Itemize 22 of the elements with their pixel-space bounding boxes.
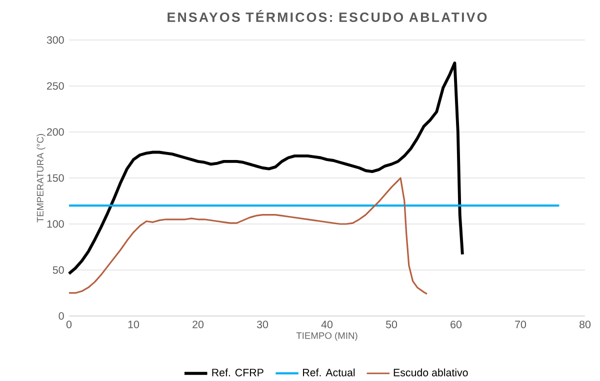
- chart-title: ENSAYOS TÉRMICOS: ESCUDO ABLATIVO: [168, 10, 487, 22]
- x-tick-label: 50: [386, 320, 398, 328]
- x-axis-title: TIEMPO (MIN): [296, 332, 358, 341]
- y-axis-title: TEMPERATURA (°C): [36, 134, 46, 222]
- y-tick-label: 300: [46, 36, 64, 44]
- legend-label: Ref. Actual: [303, 368, 355, 376]
- legend-label: Escudo ablativo: [394, 368, 468, 376]
- x-tick-label: 70: [515, 320, 526, 328]
- x-tick-label: 0: [66, 320, 72, 328]
- y-tick-label: 200: [47, 128, 64, 136]
- y-tick-label: 150: [47, 174, 64, 182]
- y-tick-label: 50: [52, 266, 64, 274]
- x-tick-label: 30: [256, 320, 268, 328]
- y-tick-label: 0: [58, 312, 64, 320]
- legend-label: Ref. CFRP: [212, 368, 264, 376]
- x-tick-label: 60: [450, 320, 462, 328]
- y-tick-label: 100: [47, 220, 64, 228]
- x-tick-label: 80: [580, 320, 591, 328]
- x-tick-label: 10: [128, 320, 140, 328]
- y-tick-label: 250: [47, 82, 64, 90]
- x-tick-label: 20: [192, 320, 204, 328]
- x-tick-label: 40: [321, 320, 333, 328]
